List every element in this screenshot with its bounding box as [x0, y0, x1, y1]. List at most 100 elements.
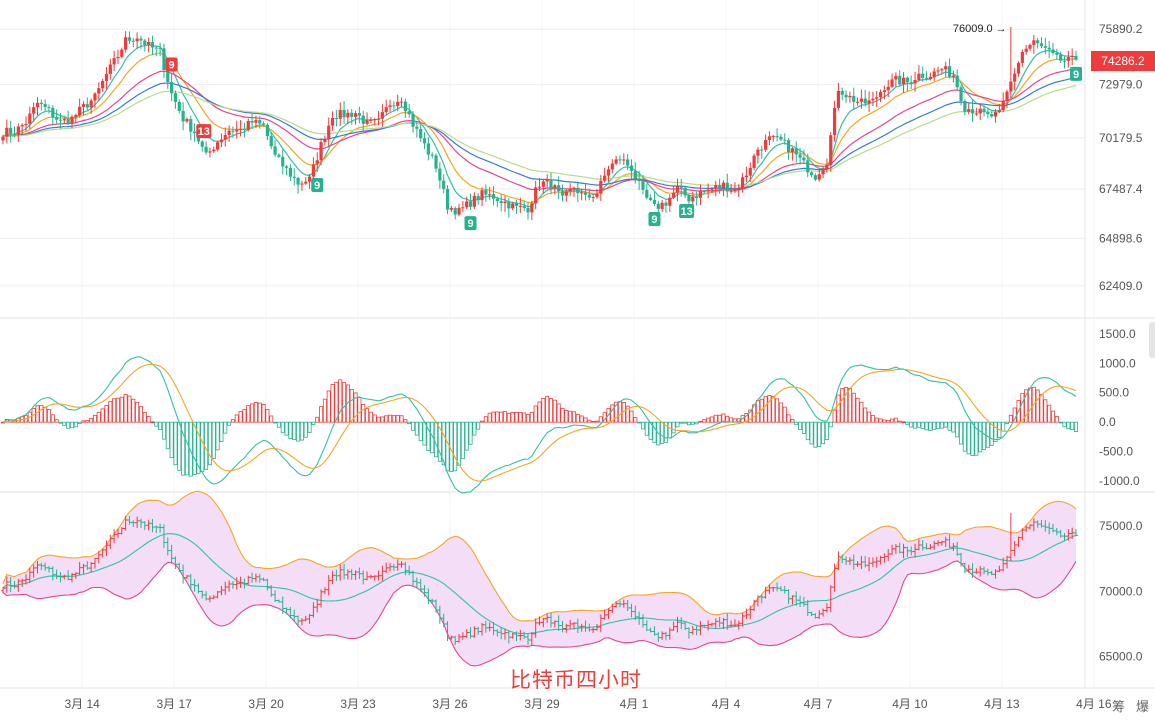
candle-body — [848, 95, 852, 98]
macd-histogram-bar — [464, 421, 469, 451]
macd-histogram-bar — [119, 396, 124, 423]
macd-histogram-bar — [483, 416, 488, 423]
macd-histogram-bar — [970, 421, 975, 457]
macd-histogram-bar — [434, 421, 439, 458]
candle-body — [319, 142, 323, 161]
candle-body — [626, 159, 630, 166]
candle-body — [62, 119, 66, 121]
candle-body — [813, 175, 818, 180]
candle-body — [645, 189, 649, 198]
candle-body — [177, 101, 181, 111]
time-tick-label: 4月 13 — [984, 697, 1020, 711]
macd-histogram-bar — [893, 417, 898, 423]
macd-histogram-bar — [506, 412, 511, 423]
candle-body — [143, 40, 147, 45]
macd-histogram-bar — [123, 394, 128, 423]
td-marker-label: 9 — [169, 60, 175, 72]
macd-histogram-bar — [920, 421, 925, 429]
price-tick-label: 67487.4 — [1099, 182, 1143, 196]
macd-histogram-bar — [667, 421, 672, 439]
candle-body — [786, 140, 791, 153]
liquidation-icon[interactable]: 爆 — [1136, 700, 1150, 715]
macd-histogram-bar — [499, 411, 504, 423]
candle-body — [419, 128, 423, 139]
candle-body — [85, 104, 89, 108]
macd-histogram-bar — [368, 411, 373, 423]
candle-body — [357, 113, 361, 116]
candle-body — [1039, 43, 1044, 47]
candle-body — [185, 119, 189, 122]
candle-body — [219, 139, 224, 143]
candle-body — [672, 192, 676, 198]
candle-body — [518, 205, 522, 207]
candle-body — [603, 175, 607, 181]
macd-histogram-bar — [625, 405, 630, 423]
current-price-tag: 74286.2 — [1091, 51, 1155, 71]
candle-body — [170, 81, 174, 94]
macd-histogram-bar — [874, 417, 879, 423]
candle-body — [384, 107, 388, 113]
macd-histogram-bar — [790, 418, 795, 423]
macd-histogram-bar — [411, 421, 416, 431]
candle-body — [737, 187, 741, 191]
candle-body — [541, 181, 545, 187]
macd-histogram-bar — [863, 407, 868, 423]
candle-body — [55, 117, 59, 120]
candle-body — [147, 42, 151, 45]
side-panel-handle[interactable] — [1149, 322, 1155, 358]
candle-body — [66, 119, 70, 124]
macd-histogram-bar — [840, 388, 845, 423]
candle-body — [242, 128, 247, 130]
candle-body — [794, 148, 798, 155]
macd-histogram-bar — [89, 418, 94, 423]
macd-histogram-bar — [361, 403, 366, 423]
macd-histogram-bar — [1066, 421, 1071, 430]
candle-body — [212, 149, 216, 152]
macd-histogram-bar — [265, 408, 270, 423]
candle-body — [622, 159, 626, 161]
candle-body — [733, 190, 737, 192]
candle-body — [204, 146, 208, 153]
candle-body — [1036, 40, 1040, 44]
macd-histogram-bar — [617, 401, 622, 423]
candle-body — [970, 109, 975, 114]
macd-histogram-bar — [403, 419, 408, 423]
chips-icon[interactable]: 筹 — [1112, 700, 1126, 715]
macd-histogram-bar — [798, 421, 803, 430]
candle-body — [629, 165, 634, 171]
candle-body — [200, 141, 204, 147]
candle-body — [499, 201, 503, 204]
macd-histogram-bar — [127, 395, 132, 423]
candle-body — [576, 187, 580, 194]
candle-body — [637, 178, 641, 182]
candle-body — [350, 112, 354, 117]
macd-tick-label: 1500.0 — [1099, 327, 1136, 341]
boll-mid-line — [2, 533, 1077, 635]
macd-histogram-bar — [637, 421, 642, 424]
candle-body — [380, 112, 384, 119]
candle-body — [702, 191, 706, 193]
candle-body — [530, 203, 534, 213]
candle-body — [875, 97, 879, 99]
candle-body — [216, 142, 220, 150]
macd-tick-label: -1000.0 — [1099, 474, 1140, 488]
macd-histogram-bar — [154, 421, 159, 427]
macd-histogram-bar — [671, 421, 676, 434]
candle-body — [553, 185, 557, 188]
candle-body — [790, 148, 795, 153]
macd-histogram-bar — [326, 390, 331, 423]
macd-histogram-bar — [606, 408, 611, 423]
candle-body — [304, 181, 308, 184]
time-tick-label: 3月 29 — [524, 697, 560, 711]
candle-body — [139, 38, 143, 41]
candle-body — [982, 108, 986, 113]
candle-body — [235, 129, 239, 132]
candle-body — [526, 207, 530, 213]
macd-histogram-bar — [62, 421, 67, 426]
macd-histogram-bar — [717, 414, 722, 423]
candle-body — [580, 192, 584, 194]
candle-body — [154, 47, 158, 49]
td-marker-label: 9 — [314, 180, 320, 192]
macd-histogram-bar — [763, 396, 768, 423]
macd-histogram-bar — [380, 416, 385, 423]
